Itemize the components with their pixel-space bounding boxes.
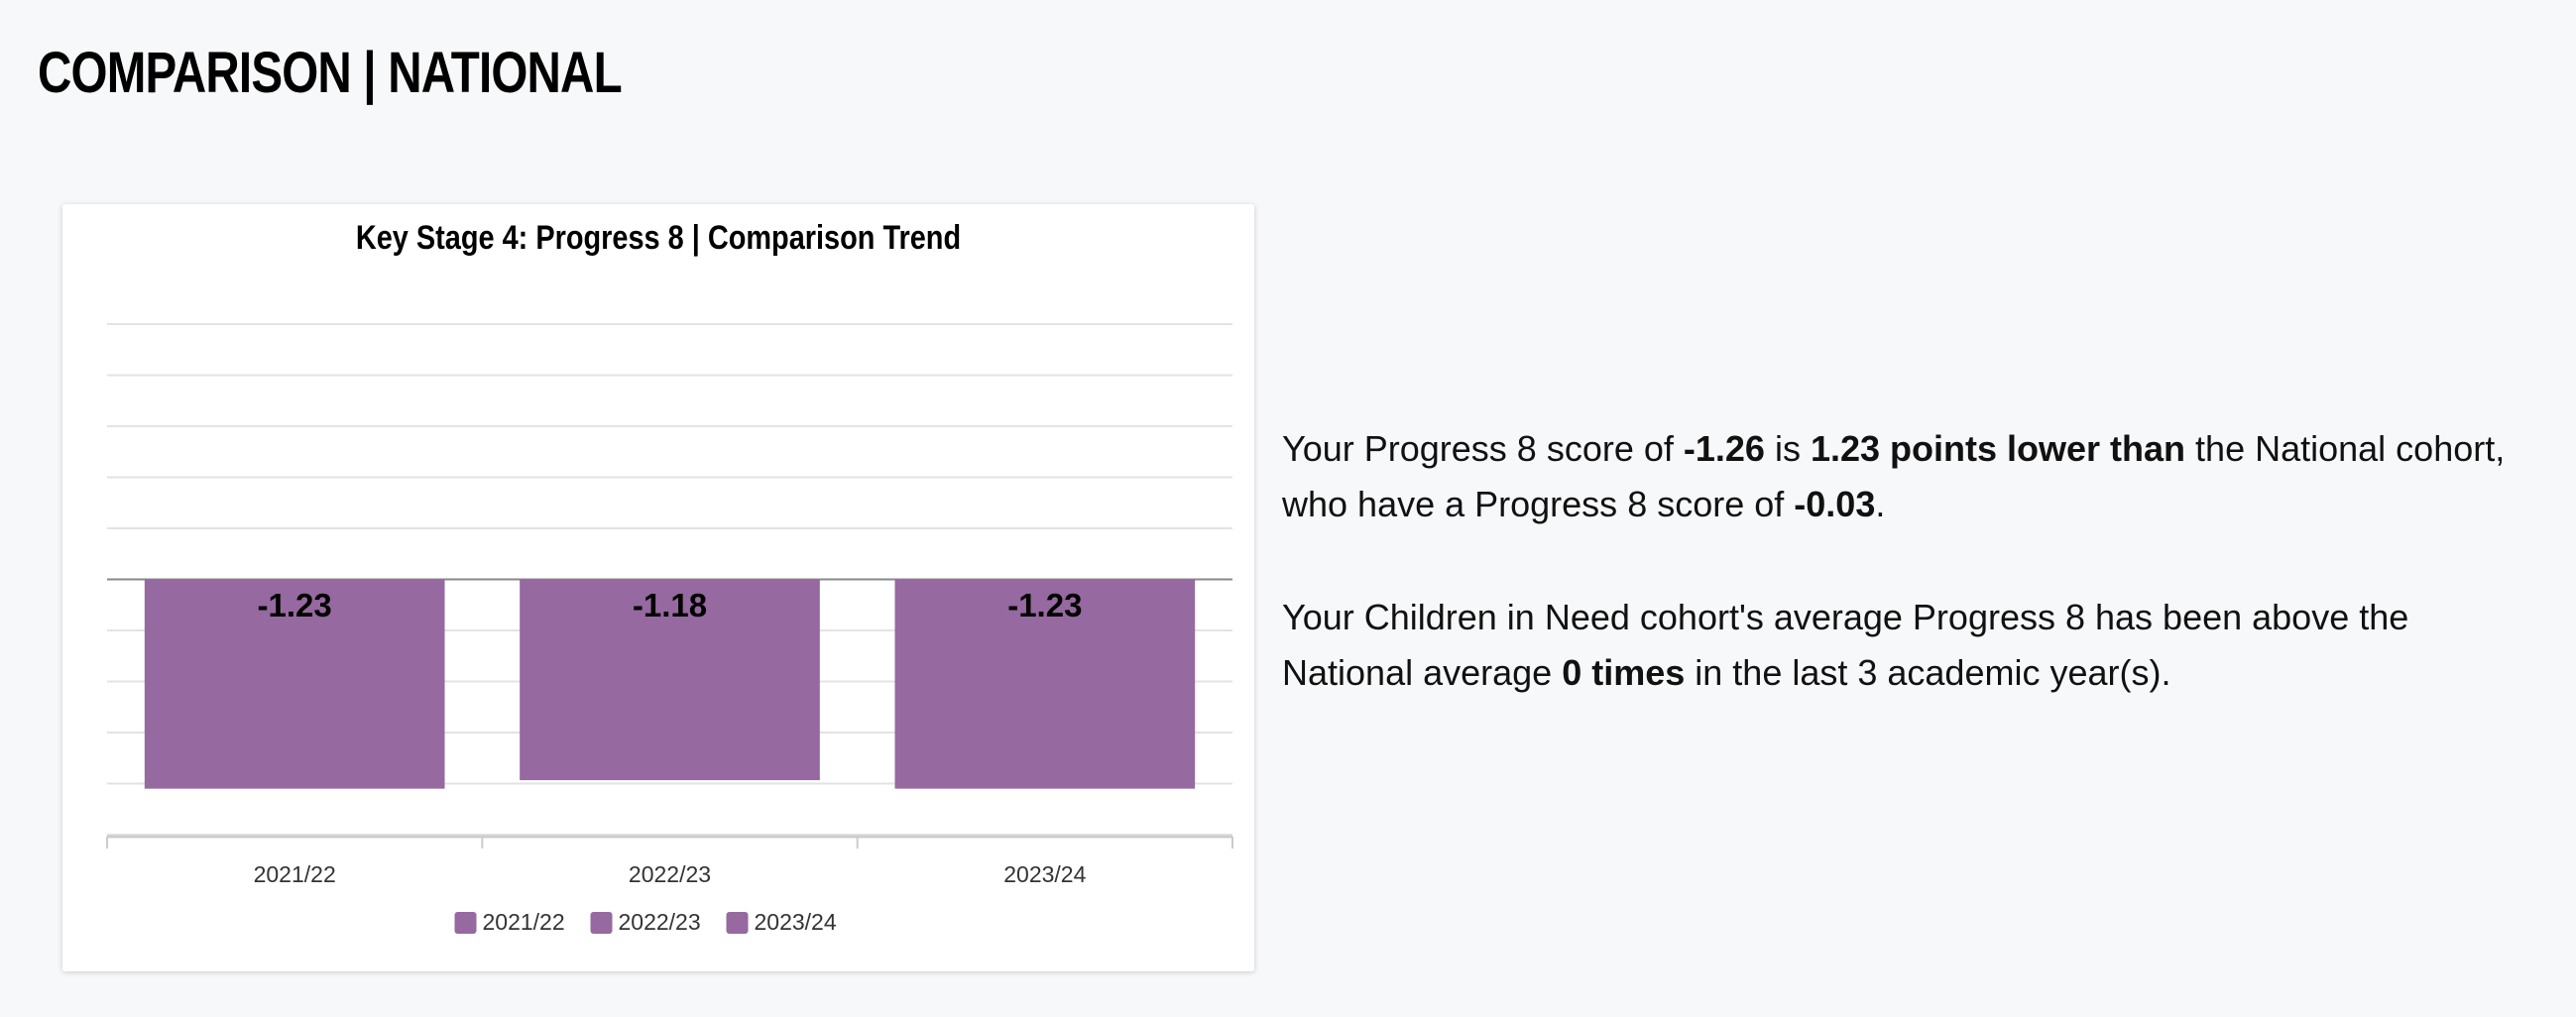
x-tick-label: 2022/23 [629,861,711,887]
page-title: COMPARISON | NATIONAL [38,41,623,105]
text: Your Children in Need cohort's average P… [1282,597,2409,693]
legend-label: 2021/22 [483,909,565,935]
legend-swatch [454,912,477,934]
bar [144,579,445,789]
summary-paragraph: Your Children in Need cohort's average P… [1282,590,2521,701]
emphasis: -1.26 [1683,428,1765,469]
text: in the last 3 academic year(s). [1685,652,2171,693]
text: is [1764,428,1811,469]
text: the National cohort, who have a Progress… [1282,428,2506,524]
legend-swatch [590,912,613,934]
summary-text: Your Progress 8 score of -1.26 is 1.23 p… [1282,421,2521,758]
bar [520,579,820,781]
emphasis: -0.03 [1794,484,1876,524]
chart-card: Key Stage 4: Progress 8 | Comparison Tre… [62,204,1254,971]
legend: 2021/22 2022/23 2023/24 [454,909,837,935]
x-tick-label: 2023/24 [1003,861,1086,887]
legend-label: 2022/23 [619,909,701,935]
chart: Key Stage 4: Progress 8 | Comparison Tre… [106,218,1233,935]
data-label: -1.18 [633,587,707,623]
data-label: -1.23 [258,587,332,623]
text: . [1875,484,1886,524]
x-tick-label: 2021/22 [254,861,336,887]
data-label: -1.23 [1007,587,1082,623]
chart-title: Key Stage 4: Progress 8 | Comparison Tre… [356,218,961,257]
summary-paragraph: Your Progress 8 score of -1.26 is 1.23 p… [1282,421,2521,532]
bar [894,579,1196,789]
emphasis: 0 times [1562,652,1686,693]
legend-swatch [726,912,749,934]
emphasis: 1.23 points lower than [1810,428,2186,469]
text: Your Progress 8 score of [1282,428,1684,469]
legend-label: 2023/24 [755,909,837,935]
